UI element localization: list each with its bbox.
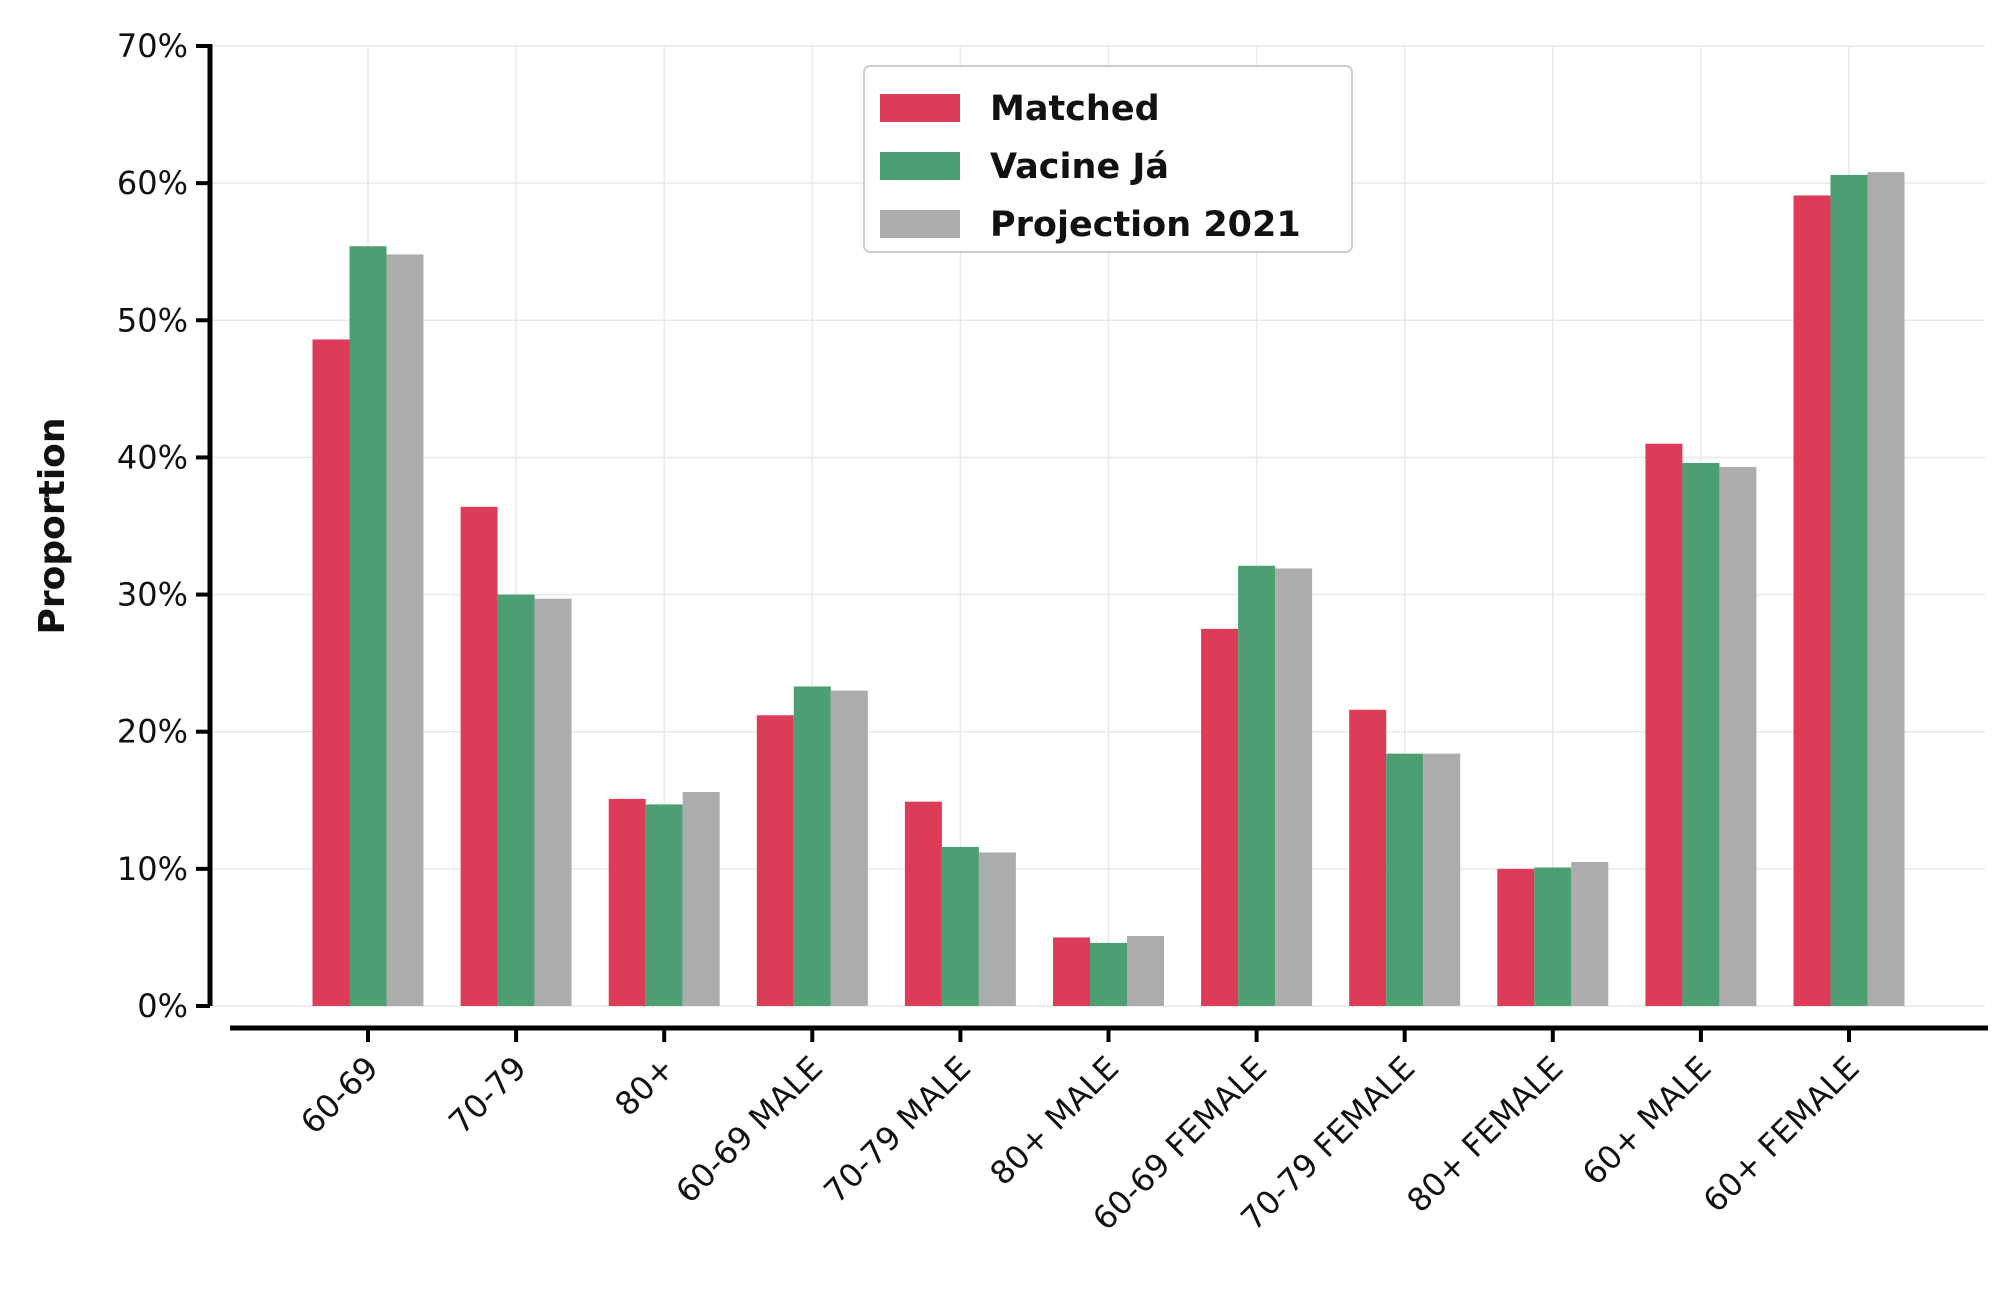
bar — [460, 506, 498, 1006]
y-tick-label: 40% — [117, 438, 188, 476]
bar — [1497, 868, 1535, 1006]
bar — [608, 798, 646, 1006]
y-tick-label: 0% — [137, 987, 188, 1025]
bar — [793, 686, 831, 1006]
bar — [1830, 174, 1868, 1006]
bar — [1645, 443, 1683, 1006]
bar — [349, 246, 387, 1006]
bar — [1571, 862, 1609, 1006]
bar — [497, 594, 535, 1006]
bar — [682, 792, 720, 1006]
legend-swatch — [880, 210, 960, 238]
x-tick-label: 60+ MALE — [1575, 1049, 1719, 1193]
x-tick-label: 60-69 — [293, 1049, 386, 1142]
y-axis-label: Proportion — [32, 417, 73, 634]
bar — [534, 598, 572, 1006]
bars-layer — [312, 172, 1905, 1006]
bar — [1238, 565, 1276, 1006]
bar — [1534, 867, 1572, 1006]
bar — [904, 801, 942, 1006]
y-tick-label: 50% — [117, 301, 188, 339]
legend: Matched Vacine Já Projection 2021 — [863, 65, 1353, 253]
x-tick-label: 80+ MALE — [982, 1049, 1126, 1193]
bar — [1867, 172, 1905, 1006]
x-tick-label: 60-69 MALE — [668, 1049, 830, 1211]
bar — [1719, 467, 1757, 1006]
x-tick-label: 80+ FEMALE — [1399, 1049, 1570, 1220]
y-tick-label: 30% — [117, 576, 188, 614]
legend-box — [863, 65, 1353, 253]
bar — [978, 852, 1016, 1006]
y-tick-label: 70% — [117, 27, 188, 65]
bar — [386, 254, 424, 1006]
bar — [1275, 568, 1313, 1006]
bar — [756, 715, 794, 1006]
y-tick-label: 20% — [117, 713, 188, 751]
bar — [1349, 709, 1387, 1006]
bar — [1127, 936, 1164, 1006]
bar — [1201, 628, 1239, 1006]
y-tick-label: 10% — [117, 850, 188, 888]
bar — [941, 846, 979, 1006]
legend-label: Vacine Já — [990, 147, 1169, 187]
legend-swatch — [880, 94, 960, 122]
bar — [312, 339, 350, 1006]
x-tick-label: 80+ — [607, 1049, 682, 1124]
x-tick-label: 70-79 MALE — [816, 1049, 978, 1211]
axes-layer — [196, 44, 1988, 1042]
y-tick-label: 60% — [117, 164, 188, 202]
x-tick-label: 70-79 — [441, 1049, 534, 1142]
legend-label: Projection 2021 — [990, 205, 1301, 245]
bar — [1682, 462, 1720, 1006]
bar — [1793, 195, 1831, 1006]
legend-swatch — [880, 152, 960, 180]
bar — [1423, 753, 1461, 1006]
x-tick-label: 60+ FEMALE — [1696, 1049, 1867, 1220]
legend-label: Matched — [990, 89, 1160, 129]
bar — [1090, 942, 1127, 1006]
bar — [1386, 753, 1424, 1006]
bar — [830, 690, 868, 1006]
bar — [1053, 937, 1090, 1006]
bar — [645, 804, 683, 1006]
